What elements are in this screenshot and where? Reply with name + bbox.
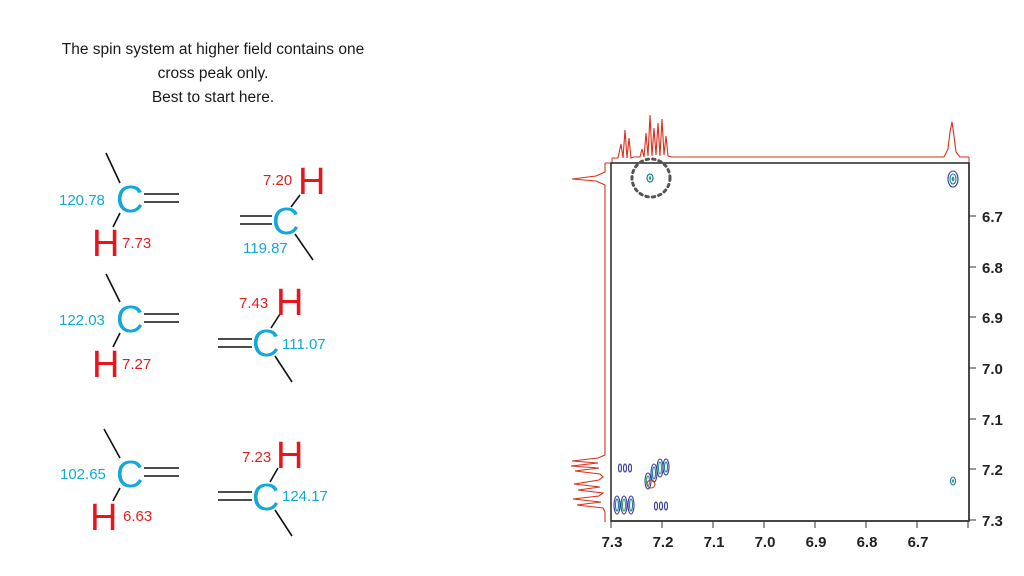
- left-projection-trace: [570, 163, 606, 522]
- x-tick-label: 7.1: [704, 534, 725, 551]
- highlight-circle: [630, 157, 672, 199]
- proton-shift-label: 7.23: [242, 449, 271, 466]
- carbon-shift-label: 102.65: [60, 466, 106, 483]
- proton-shift-label: 7.20: [263, 172, 292, 189]
- carbon-atom: C: [116, 179, 143, 221]
- caption-line-3: Best to start here.: [151, 89, 275, 106]
- carbon-shift-label: 122.03: [59, 312, 105, 329]
- y-tick-label: 6.7: [982, 209, 1003, 226]
- carbon-atom: C: [116, 299, 143, 341]
- fragment-2: C H 119.87 7.20: [240, 161, 325, 261]
- carbon-shift-label: 124.17: [282, 488, 328, 505]
- carbon-shift-label: 111.07: [282, 336, 326, 353]
- x-tick-label: 7.0: [755, 534, 776, 551]
- carbon-atom: C: [252, 477, 279, 519]
- hydrogen-atom: H: [276, 435, 303, 477]
- proton-shift-label: 7.73: [122, 235, 151, 252]
- caption: The spin system at higher field contains…: [28, 38, 398, 110]
- fragment-3: C H 122.03 7.27: [59, 273, 179, 386]
- cosy-spectrum: 7.3 7.2 7.1 7.0 6.9 6.8 6.7 6.7 6.8 6.9 …: [570, 114, 1003, 551]
- cross-peak-top-left: [646, 173, 654, 183]
- y-tick-label: 7.0: [982, 361, 1003, 378]
- fragment-5: C H 102.65 6.63: [60, 428, 179, 539]
- carbon-atom: C: [272, 201, 299, 243]
- y-tick-label: 7.2: [982, 462, 1003, 479]
- hydrogen-atom: H: [90, 497, 117, 539]
- right-axis-ticks: [969, 215, 976, 521]
- top-projection-trace: [612, 114, 969, 159]
- y-tick-label: 6.9: [982, 310, 1003, 327]
- hydrogen-atom: H: [298, 161, 325, 203]
- y-tick-label: 7.3: [982, 513, 1003, 530]
- x-tick-label: 6.9: [806, 534, 827, 551]
- hydrogen-atom: H: [92, 344, 119, 386]
- caption-line-1: The spin system at higher field contains…: [61, 41, 365, 58]
- carbon-atom: C: [252, 323, 279, 365]
- hydrogen-atom: H: [276, 282, 303, 324]
- peak-cluster-bottom-left: [613, 458, 670, 515]
- x-tick-label: 6.7: [908, 534, 929, 551]
- y-tick-label: 6.8: [982, 260, 1003, 277]
- cross-peak-right: [949, 476, 957, 486]
- caption-line-2: cross peak only.: [157, 65, 269, 82]
- fragment-1: C H 120.78 7.73: [59, 152, 179, 265]
- carbon-atom: C: [116, 454, 143, 496]
- y-tick-label: 7.1: [982, 412, 1003, 429]
- fragment-4: C H 111.07 7.43: [218, 282, 326, 383]
- carbon-shift-label: 120.78: [59, 192, 105, 209]
- proton-shift-label: 6.63: [123, 508, 152, 525]
- proton-shift-label: 7.27: [122, 356, 151, 373]
- x-tick-label: 7.2: [653, 534, 674, 551]
- hydrogen-atom: H: [92, 223, 119, 265]
- diagonal-peak-top-right: [947, 170, 959, 188]
- fragment-6: C H 124.17 7.23: [218, 435, 328, 537]
- x-tick-label: 6.8: [857, 534, 878, 551]
- proton-shift-label: 7.43: [239, 295, 268, 312]
- carbon-shift-label: 119.87: [243, 240, 288, 257]
- x-tick-label: 7.3: [602, 534, 623, 551]
- bottom-axis-ticks: [610, 521, 969, 528]
